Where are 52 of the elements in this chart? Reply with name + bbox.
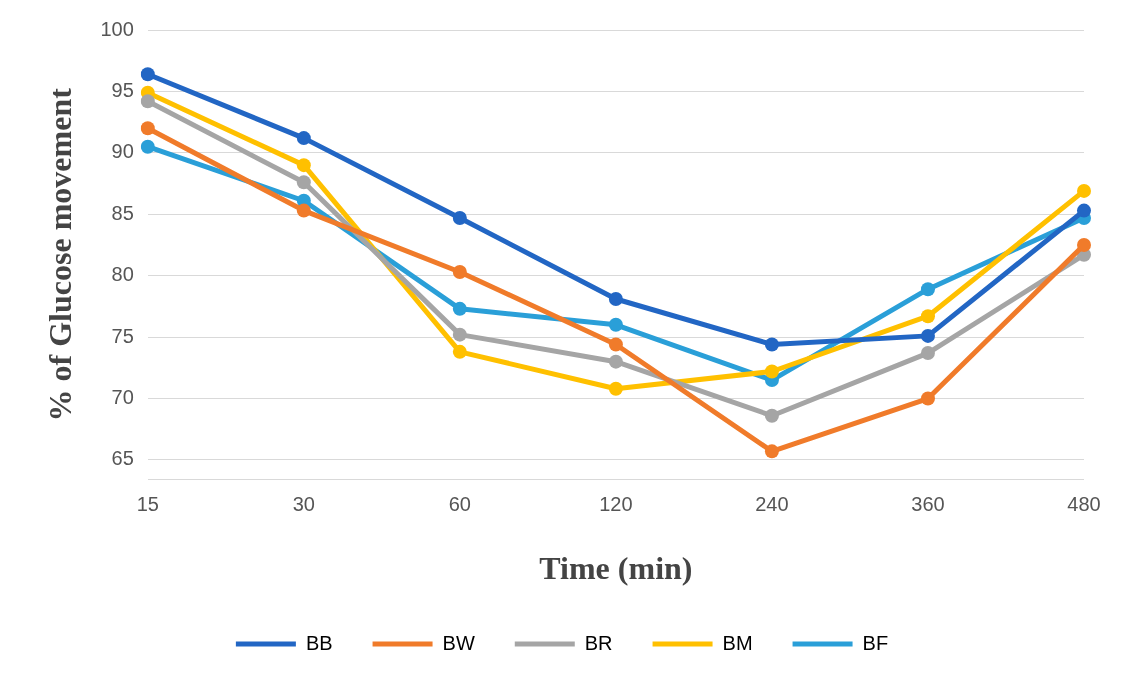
point	[608, 292, 623, 307]
point	[608, 337, 623, 352]
point	[608, 317, 623, 332]
x-axis-title: Time (min)	[539, 550, 693, 587]
point	[764, 444, 779, 459]
point	[452, 344, 467, 359]
y-tick-label: 70	[111, 386, 134, 409]
point	[920, 282, 935, 297]
x-tick-label: 480	[1067, 493, 1101, 516]
y-tick-label: 75	[111, 324, 134, 347]
point	[1077, 237, 1091, 252]
legend-label: BW	[442, 631, 475, 654]
x-tick-label: 60	[448, 493, 471, 516]
point	[296, 175, 311, 190]
point	[452, 327, 467, 342]
point	[452, 265, 467, 279]
point	[920, 391, 935, 406]
y-tick-label: 65	[111, 447, 134, 470]
point	[140, 94, 155, 109]
y-tick-label: 95	[111, 78, 134, 101]
point	[140, 67, 155, 82]
point	[920, 328, 935, 343]
point	[296, 203, 311, 218]
point	[920, 309, 935, 324]
legend-label: BB	[305, 631, 333, 654]
legend-label: BR	[584, 631, 613, 654]
point	[140, 121, 155, 136]
legend-label: BF	[862, 631, 889, 654]
legend-label: BM	[722, 631, 753, 654]
point	[920, 346, 935, 361]
x-tick-label: 360	[911, 493, 945, 516]
point	[764, 408, 779, 423]
y-tick-label: 90	[111, 140, 134, 163]
y-tick-label: 80	[111, 263, 134, 286]
point	[1077, 183, 1091, 198]
point	[1077, 203, 1091, 218]
point	[452, 210, 467, 225]
x-tick-label: 120	[599, 493, 633, 516]
point	[764, 364, 779, 379]
x-tick-label: 30	[292, 493, 315, 516]
point	[764, 337, 779, 352]
y-tick-label: 100	[100, 17, 134, 40]
point	[140, 139, 155, 154]
y-tick-label: 85	[111, 201, 134, 224]
point	[296, 131, 311, 146]
x-tick-label: 240	[755, 493, 789, 516]
y-axis-title: % of Glucose movement	[42, 87, 79, 422]
x-tick-label: 15	[136, 493, 159, 516]
point	[608, 381, 623, 396]
point	[452, 301, 467, 316]
point	[296, 158, 311, 173]
point	[608, 354, 623, 369]
